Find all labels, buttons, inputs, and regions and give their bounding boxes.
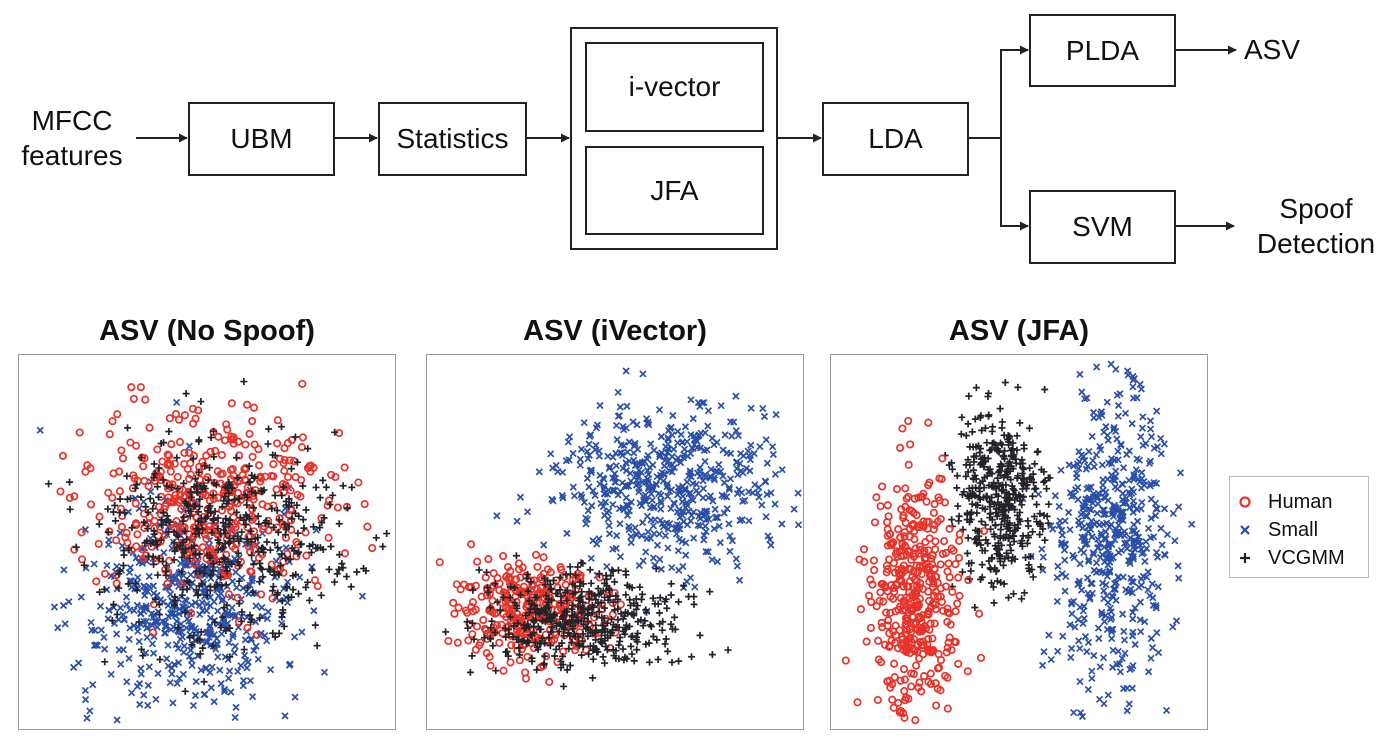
jfa-box: JFA [585, 146, 764, 235]
scatter-plot-ivector [435, 367, 803, 690]
svm-label: SVM [1072, 211, 1133, 242]
cluster-vcgmm-no-spoof [45, 378, 391, 695]
circle-marker-icon [1239, 496, 1251, 508]
asv-output-label: ASV [1244, 34, 1301, 65]
plda-box: PLDA [1029, 14, 1176, 87]
plus-marker-icon [1240, 553, 1250, 563]
cluster-human-jfa [841, 416, 989, 725]
scatter-panel-no-spoof [18, 354, 396, 730]
cluster-vcgmm-jfa [941, 379, 1054, 612]
spoof-label-line2: Detection [1256, 228, 1376, 259]
panel-title-ivector: ASV (iVector) [523, 315, 707, 347]
scatter-plot-no-spoof [36, 378, 391, 724]
input-label: MFCC features [12, 103, 132, 173]
panel-title-no-spoof: ASV (No Spoof) [99, 315, 315, 347]
ubm-label: UBM [230, 123, 293, 154]
plda-label: PLDA [1065, 34, 1140, 66]
cluster-small-no-spoof [36, 398, 367, 724]
arrow-lda-plda [969, 45, 1029, 139]
cluster-small-ivector [493, 367, 803, 615]
legend-label-small: Small [1268, 518, 1319, 541]
legend-item-vcgmm: VCGMM [1238, 543, 1345, 573]
scatter-plot-jfa [841, 360, 1196, 725]
ivector-box: i-vector [585, 42, 764, 132]
scatter-panel-jfa [830, 354, 1208, 730]
svm-box: SVM [1029, 190, 1176, 264]
spoof-detection-label: Spoof Detection [1243, 191, 1389, 261]
flow-connectors [136, 45, 1237, 231]
lda-label: LDA [868, 123, 923, 154]
ubm-box: UBM [188, 102, 335, 176]
model-group-box [570, 27, 778, 250]
legend-label-vcgmm: VCGMM [1268, 546, 1345, 569]
legend: Human Small VCGMM [1229, 476, 1369, 578]
statistics-label: Statistics [396, 123, 509, 154]
spoof-label-line1: Spoof [1279, 193, 1353, 224]
panel-title-jfa: ASV (JFA) [948, 315, 1090, 347]
cluster-small-jfa [1019, 360, 1196, 721]
cluster-vcgmm-ivector [442, 552, 732, 690]
legend-label-human: Human [1268, 490, 1333, 513]
statistics-box: Statistics [378, 102, 527, 176]
input-label-line1: MFCC [31, 105, 113, 136]
lda-box: LDA [822, 102, 969, 176]
arrow-lda-svm [1000, 138, 1029, 231]
legend-item-small: Small [1238, 515, 1318, 545]
legend-item-human: Human [1238, 487, 1332, 517]
input-label-line2: features [21, 140, 123, 171]
scatter-panel-ivector [426, 354, 804, 730]
x-marker-icon [1240, 525, 1250, 535]
jfa-label: JFA [650, 174, 699, 206]
ivector-label: i-vector [628, 71, 721, 102]
cluster-human-no-spoof [56, 379, 377, 639]
